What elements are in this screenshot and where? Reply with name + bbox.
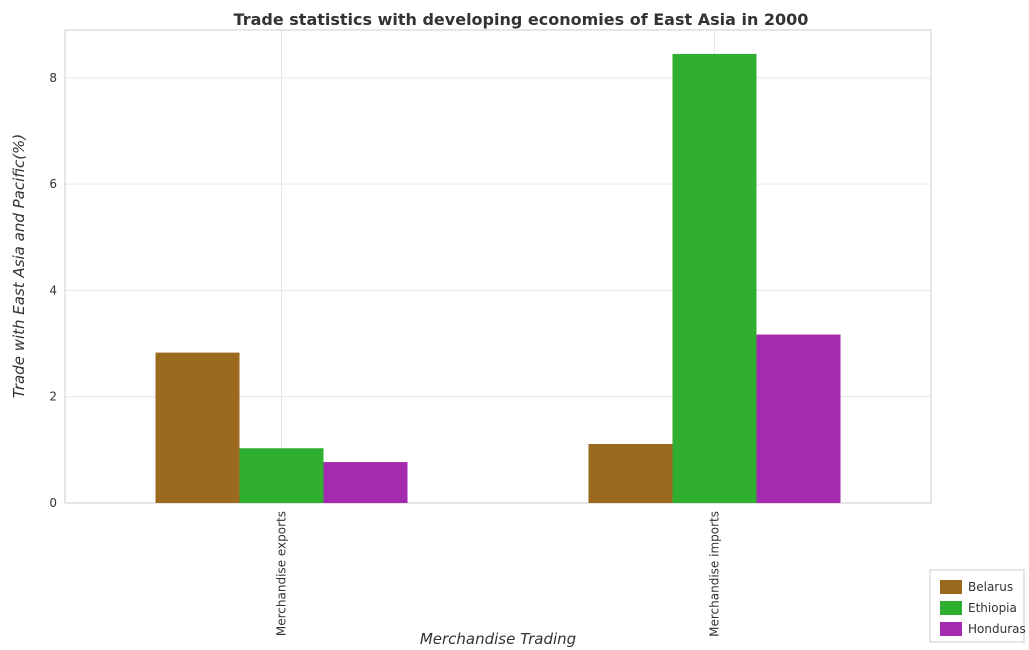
legend-label-belarus: Belarus (968, 580, 1013, 594)
legend: Belarus Ethiopia Honduras (929, 569, 1026, 643)
y-axis-label: Trade with East Asia and Pacific(%) (10, 134, 28, 398)
legend-swatch-honduras (940, 622, 962, 636)
x-axis-label: Merchandise Trading (420, 630, 576, 648)
bar-ethiopia-exports (239, 448, 324, 503)
y-tick-label: 4 (49, 283, 57, 297)
legend-swatch-ethiopia (940, 601, 962, 615)
x-tick-label: Merchandise exports (275, 511, 289, 636)
bar-honduras-exports (323, 462, 408, 503)
y-tick-label: 2 (49, 390, 57, 404)
bar-belarus-exports (155, 352, 240, 503)
bars-group (155, 53, 841, 503)
bar-ethiopia-imports (672, 53, 757, 503)
legend-swatch-belarus (940, 580, 962, 594)
legend-label-ethiopia: Ethiopia (968, 601, 1017, 615)
bar-belarus-imports (588, 444, 673, 503)
plot-area-border (64, 29, 932, 504)
chart-title: Trade statistics with developing economi… (234, 10, 809, 29)
x-tick-label: Merchandise imports (708, 511, 722, 637)
legend-label-honduras: Honduras (968, 622, 1026, 636)
y-tick-label: 8 (49, 71, 57, 85)
x-axis-ticks: Merchandise exports Merchandise imports (275, 511, 722, 637)
y-tick-label: 6 (49, 177, 57, 191)
bar-honduras-imports (756, 334, 841, 503)
y-tick-label: 0 (49, 496, 57, 510)
y-axis-ticks: 0 2 4 6 8 (49, 71, 57, 510)
